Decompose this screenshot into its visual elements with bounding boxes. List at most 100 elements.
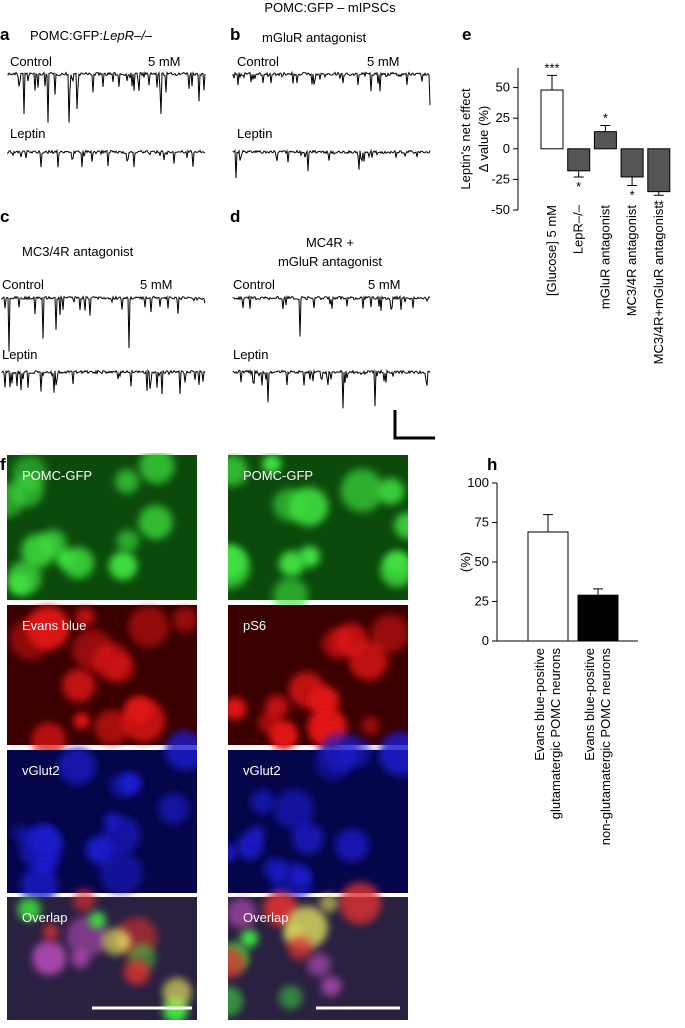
- cell: [73, 712, 90, 730]
- trace-label: Control: [2, 277, 44, 292]
- error-bar: [653, 191, 664, 196]
- scale-bar: [393, 410, 435, 440]
- cell: [172, 607, 197, 633]
- cell: [42, 924, 59, 941]
- cell: [139, 453, 175, 484]
- image-label: vGlut2: [243, 763, 281, 778]
- panel-title: MC4R +: [306, 235, 354, 250]
- significance: ***: [544, 60, 559, 75]
- panel-title: mGluR antagonist: [278, 254, 382, 269]
- bar: [540, 89, 564, 150]
- cell: [228, 455, 248, 487]
- y-tick-label: 100: [467, 475, 489, 490]
- cell: [17, 897, 41, 922]
- error-bar: [573, 170, 584, 178]
- cell: [265, 694, 290, 719]
- y-axis-label: Δ value (%): [476, 106, 491, 173]
- trace: [1, 368, 206, 395]
- bar: [577, 594, 619, 642]
- micrograph: [228, 750, 408, 893]
- x-tick-label: Evans blue-positive: [532, 648, 547, 761]
- image-label: Evans blue: [22, 618, 86, 633]
- cell: [250, 789, 275, 814]
- panel-title: POMC:GFP:LepR–/–: [30, 28, 153, 43]
- image-label: POMC-GFP: [243, 468, 313, 483]
- y-axis-label: Leptin's net effect: [458, 88, 473, 190]
- panel-images: POMC-GFP pS6 vGlut2 Overlap: [228, 454, 408, 1020]
- y-axis-label: (%): [458, 552, 473, 572]
- cell: [334, 622, 368, 657]
- cell: [70, 949, 90, 969]
- trace-label: Leptin: [10, 126, 45, 141]
- cell: [101, 815, 141, 855]
- trace: [232, 294, 431, 337]
- x-tick-label: glutamatergic POMC neurons: [548, 648, 563, 820]
- cell: [228, 697, 247, 721]
- cell: [31, 722, 67, 758]
- image-label: POMC-GFP: [22, 468, 92, 483]
- error-bar: [547, 74, 557, 91]
- trace-label: Control: [10, 54, 52, 69]
- cell: [228, 947, 246, 979]
- cell: [279, 551, 305, 577]
- header: POMC:GFP – mIPSCs: [264, 0, 396, 15]
- cell: [378, 731, 408, 776]
- cell: [273, 577, 309, 613]
- trace-label: 5 mM: [148, 54, 181, 69]
- cell: [287, 935, 312, 961]
- x-tick-label: MC3/4R+mGluR antagonist: [651, 205, 666, 365]
- cell: [319, 893, 338, 913]
- cell: [138, 505, 173, 540]
- y-tick-label: 75: [475, 515, 489, 530]
- cell: [26, 606, 70, 650]
- trace: [7, 70, 206, 123]
- cell: [58, 747, 96, 785]
- cell: [72, 888, 96, 912]
- image-label: Overlap: [22, 910, 68, 925]
- cell: [32, 940, 67, 976]
- traces: Control 5 mM Leptin Control 5 mM Leptin Contro…: [1, 54, 431, 409]
- trace: [7, 148, 206, 168]
- cell: [262, 454, 282, 474]
- trace: [232, 148, 431, 179]
- image-label: Overlap: [243, 910, 289, 925]
- bar: [620, 148, 644, 178]
- y-tick-label: -25: [491, 171, 510, 186]
- trace-label: Leptin: [237, 126, 272, 141]
- charts: e -50 -25 0 25 50 Leptin's net effect Δ value (…: [458, 25, 671, 845]
- x-tick-label: MC3/4R antagonist: [624, 205, 639, 317]
- trace-label: 5 mM: [367, 54, 400, 69]
- cell: [321, 732, 361, 771]
- panel-label: f: [0, 455, 6, 474]
- y-tick-label: 0: [482, 633, 489, 648]
- cell: [106, 654, 135, 683]
- cell: [62, 668, 96, 703]
- error-bar: [600, 125, 611, 132]
- cell: [75, 607, 95, 627]
- y-tick-label: 25: [496, 110, 510, 125]
- panel-title: MC3/4R antagonist: [22, 244, 134, 259]
- panel-label: h: [487, 455, 497, 474]
- cell: [307, 952, 331, 977]
- trace-label: Control: [237, 54, 279, 69]
- cell: [158, 793, 190, 825]
- cell: [10, 474, 44, 507]
- cell: [361, 716, 380, 736]
- cell: [339, 882, 382, 925]
- cell: [124, 696, 153, 724]
- cell: [228, 898, 257, 929]
- trace: [232, 70, 431, 106]
- significance: **: [654, 197, 664, 212]
- cell: [291, 822, 324, 854]
- cell: [320, 975, 342, 997]
- cell: [128, 606, 170, 648]
- title-italic: LepR–/–: [103, 28, 153, 43]
- cell: [340, 468, 384, 513]
- bar: [593, 131, 617, 150]
- images: POMC-GFP Evans blue vGlut2 Overlap POMC-GFP p…: [7, 453, 408, 1020]
- cell: [162, 977, 192, 1008]
- cell: [380, 553, 408, 588]
- error-bar: [627, 176, 638, 187]
- cell: [7, 560, 42, 595]
